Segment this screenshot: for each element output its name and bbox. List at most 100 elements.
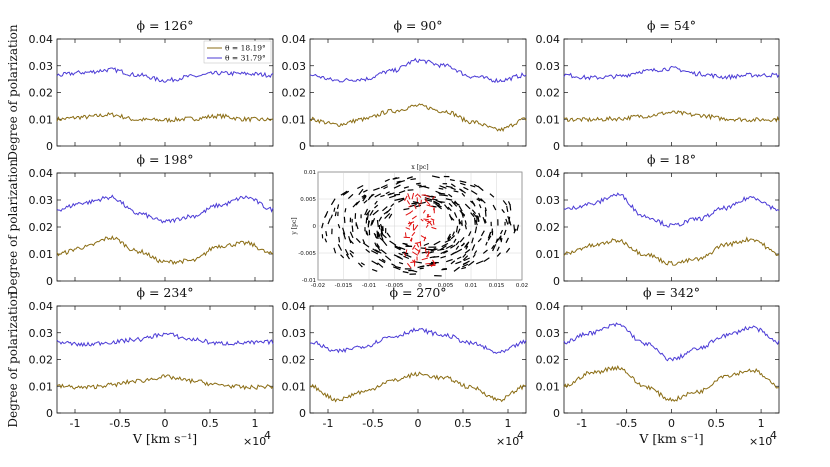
series-line-theta-31 bbox=[563, 192, 780, 228]
y-tick-label: 0.01 bbox=[282, 380, 307, 393]
polarization-vector bbox=[448, 193, 453, 198]
red-vector bbox=[426, 251, 431, 258]
polarization-vector bbox=[492, 204, 497, 211]
polarization-vector bbox=[513, 228, 517, 234]
polarization-vector bbox=[427, 195, 434, 198]
x-axis-label: V [km s⁻¹] bbox=[638, 431, 703, 446]
polarization-vector bbox=[445, 185, 453, 188]
polarization-vector bbox=[471, 209, 477, 215]
polarization-vector bbox=[337, 244, 343, 251]
polarization-vector bbox=[462, 253, 467, 258]
red-vector bbox=[432, 220, 435, 225]
polarization-vector bbox=[390, 203, 395, 208]
polarization-vector bbox=[492, 244, 497, 252]
y-tick-label: 0.03 bbox=[282, 327, 307, 340]
polarization-vector bbox=[453, 266, 460, 272]
series-line-theta-18 bbox=[56, 235, 274, 266]
polarization-vector bbox=[381, 258, 386, 262]
polarization-vector bbox=[462, 255, 469, 261]
polarization-vector bbox=[421, 251, 429, 254]
y-tick-label: 0 bbox=[299, 140, 306, 153]
inset-x-tick-label: -0.01 bbox=[362, 283, 376, 289]
red-vector bbox=[422, 209, 426, 214]
polarization-vector bbox=[484, 218, 487, 224]
polarization-vector bbox=[368, 193, 375, 199]
polarization-vector bbox=[380, 233, 384, 241]
polarization-vector bbox=[387, 192, 392, 196]
series-line-theta-31 bbox=[56, 332, 274, 348]
polarization-vector bbox=[377, 262, 384, 268]
red-vector bbox=[426, 204, 433, 208]
polarization-vector bbox=[349, 231, 354, 239]
polarization-vector bbox=[374, 204, 379, 209]
panel-1: 0 0.01 0.02 0.03 0.04 ϕ = 126° Degree of polar… bbox=[6, 18, 274, 161]
polarization-vector bbox=[394, 246, 401, 251]
polarization-vector bbox=[499, 236, 502, 241]
polarization-vector bbox=[452, 251, 457, 255]
polarization-vector bbox=[448, 213, 453, 221]
panel-4: 0 0.01 0.02 0.03 0.04 ϕ = 198° Degree of polar… bbox=[6, 152, 274, 295]
polarization-vector bbox=[505, 218, 509, 225]
red-vector bbox=[411, 231, 416, 237]
y-tick-label: 0.04 bbox=[282, 300, 307, 313]
panel-title: ϕ = 126° bbox=[136, 18, 193, 33]
polarization-vector bbox=[459, 188, 463, 192]
polarization-vector bbox=[435, 203, 442, 208]
polarization-vector bbox=[382, 234, 387, 239]
red-vector bbox=[414, 241, 421, 244]
polarization-vector bbox=[450, 187, 456, 191]
polarization-vector bbox=[433, 202, 440, 205]
y-tick-label: 0.03 bbox=[536, 194, 561, 207]
polarization-vector bbox=[471, 244, 476, 251]
polarization-vector bbox=[516, 224, 520, 231]
red-vector bbox=[413, 204, 417, 210]
polarization-vector bbox=[374, 193, 382, 198]
polarization-vector bbox=[447, 206, 452, 212]
y-tick-label: 0.02 bbox=[536, 354, 561, 367]
y-tick-label: 0.03 bbox=[29, 327, 54, 340]
polarization-vector bbox=[380, 184, 388, 189]
polarization-vector bbox=[376, 245, 381, 252]
polarization-vector bbox=[477, 185, 484, 192]
y-tick-label: 0.02 bbox=[536, 221, 561, 234]
polarization-vector bbox=[403, 251, 409, 255]
axes-frame bbox=[563, 38, 780, 147]
legend-entry: θ = 18.19° bbox=[225, 44, 266, 53]
polarization-vector bbox=[450, 235, 456, 240]
polarization-vector bbox=[437, 248, 445, 251]
y-tick-label: 0.04 bbox=[536, 300, 561, 313]
red-vector bbox=[408, 204, 412, 208]
polarization-vector bbox=[362, 195, 367, 202]
polarization-vector bbox=[496, 246, 500, 252]
polarization-vector bbox=[380, 228, 383, 235]
red-vector bbox=[406, 200, 411, 205]
red-vector bbox=[412, 251, 419, 256]
panel-title: ϕ = 234° bbox=[136, 285, 193, 300]
polarization-vector bbox=[464, 220, 467, 225]
polarization-vector bbox=[327, 218, 331, 225]
red-vector bbox=[423, 218, 429, 221]
polarization-vector bbox=[429, 262, 437, 265]
polarization-vector bbox=[371, 260, 379, 266]
polarization-vector bbox=[513, 224, 516, 232]
polarization-vector bbox=[453, 212, 458, 218]
polarization-vector bbox=[459, 236, 465, 243]
polarization-vector bbox=[412, 201, 419, 204]
polarization-vector bbox=[371, 268, 378, 272]
polarization-vector bbox=[436, 205, 442, 210]
polarization-vector bbox=[348, 236, 352, 244]
polarization-vector bbox=[474, 219, 478, 226]
y-tick-label: 0.02 bbox=[29, 87, 54, 100]
polarization-vector bbox=[384, 212, 391, 219]
polarization-vector bbox=[365, 209, 371, 216]
polarization-vector bbox=[366, 213, 369, 220]
polarization-vector bbox=[419, 267, 424, 270]
polarization-vector bbox=[464, 224, 467, 230]
x-tick-label: 0 bbox=[415, 417, 422, 430]
polarization-vector bbox=[474, 226, 478, 234]
y-tick-label: 0.01 bbox=[536, 380, 561, 393]
red-vector bbox=[406, 263, 412, 269]
polarization-vector bbox=[333, 247, 337, 254]
polarization-vector bbox=[438, 187, 444, 190]
